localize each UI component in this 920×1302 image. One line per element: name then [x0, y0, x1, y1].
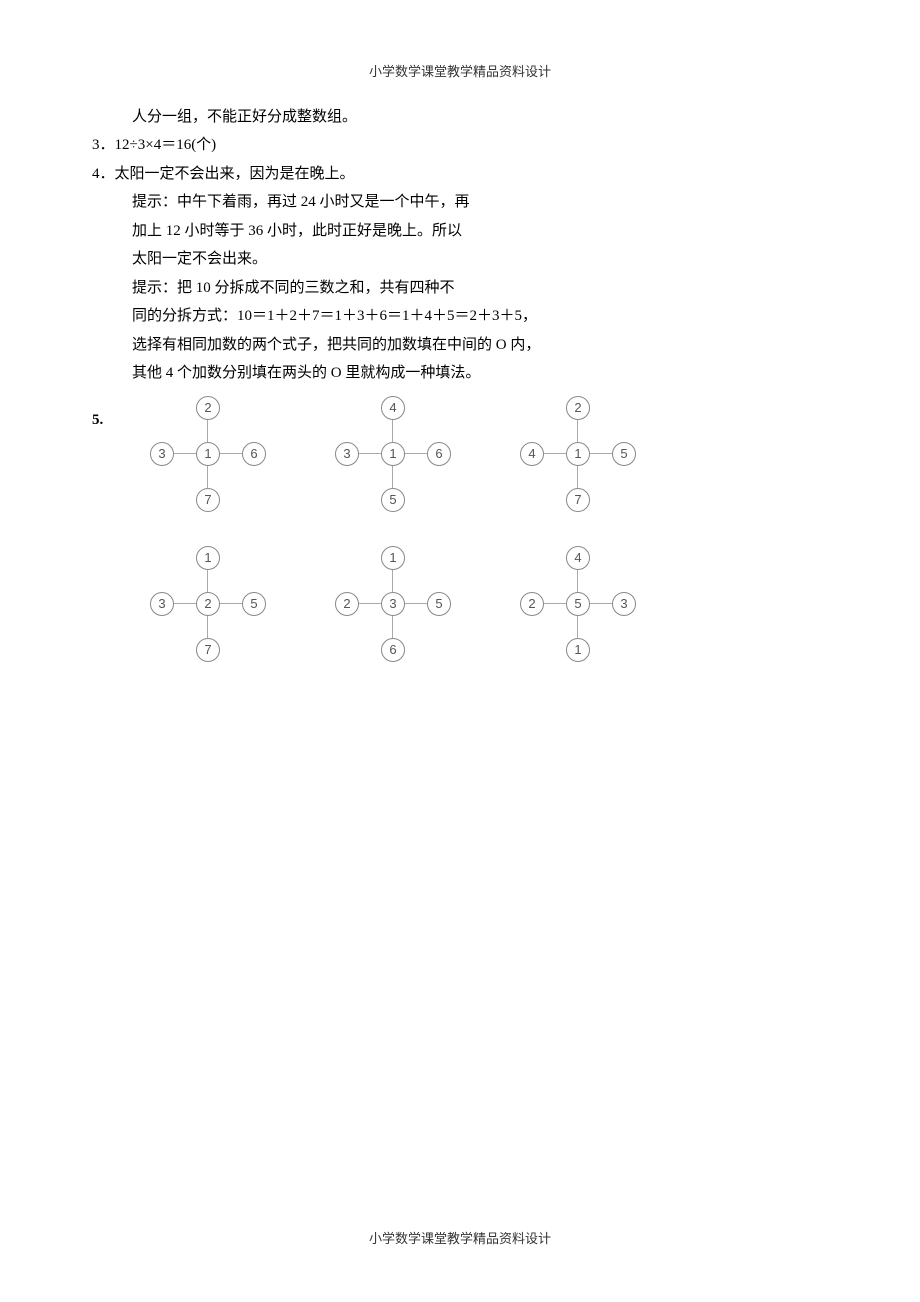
diagram-node-left: 3	[150, 442, 174, 466]
diagram-node-top: 4	[381, 396, 405, 420]
diagram-edge	[357, 453, 381, 454]
diagram-node-bottom: 6	[381, 638, 405, 662]
diagram-node-right: 6	[427, 442, 451, 466]
item-4-line1: 4．太阳一定不会出来，因为是在晚上。	[80, 160, 850, 189]
diagram-node-right: 5	[427, 592, 451, 616]
diagram-edge	[172, 603, 196, 604]
item-4-hint6: 选择有相同加数的两个式子，把共同的加数填在中间的 O 内，	[80, 331, 850, 360]
diagrams-container: 231674316524157132571235642531	[142, 388, 642, 688]
page-footer: 小学数学课堂教学精品资料设计	[0, 1227, 920, 1252]
diagram-node-center: 2	[196, 592, 220, 616]
item-4-hint2: 加上 12 小时等于 36 小时，此时正好是晚上。所以	[80, 217, 850, 246]
diagram-edge	[403, 603, 427, 604]
item-4-hint5: 同的分拆方式：10＝1＋2＋7＝1＋3＋6＝1＋4＋5＝2＋3＋5，	[80, 302, 850, 331]
item-4-hint4: 提示：把 10 分拆成不同的三数之和，共有四种不	[80, 274, 850, 303]
diagram-node-center: 1	[566, 442, 590, 466]
item-4-hint3: 太阳一定不会出来。	[80, 245, 850, 274]
diagram-node-bottom: 7	[196, 488, 220, 512]
diagram-edge	[403, 453, 427, 454]
diagram-edge	[392, 464, 393, 488]
cross-diagram: 43165	[327, 388, 457, 518]
item-3: 3．12÷3×4＝16(个)	[80, 131, 850, 160]
diagram-node-top: 2	[196, 396, 220, 420]
diagram-node-right: 3	[612, 592, 636, 616]
diagram-edge	[207, 464, 208, 488]
diagram-edge	[357, 603, 381, 604]
diagram-edge	[218, 603, 242, 604]
item-4-hint7: 其他 4 个加数分别填在两头的 O 里就构成一种填法。	[80, 359, 850, 388]
diagram-node-bottom: 1	[566, 638, 590, 662]
diagram-node-left: 3	[335, 442, 359, 466]
diagram-edge	[207, 614, 208, 638]
diagram-edge	[577, 568, 578, 592]
diagram-node-center: 1	[381, 442, 405, 466]
diagram-edge	[172, 453, 196, 454]
diagram-node-top: 1	[381, 546, 405, 570]
cross-diagram: 42531	[512, 538, 642, 668]
item-4-hint1: 提示：中午下着雨，再过 24 小时又是一个中午，再	[80, 188, 850, 217]
diagram-node-right: 5	[242, 592, 266, 616]
diagram-node-center: 3	[381, 592, 405, 616]
diagram-row: 132571235642531	[142, 538, 642, 668]
diagram-node-right: 6	[242, 442, 266, 466]
diagram-node-bottom: 7	[196, 638, 220, 662]
diagram-edge	[577, 614, 578, 638]
diagram-node-top: 4	[566, 546, 590, 570]
diagram-edge	[542, 453, 566, 454]
diagram-edge	[392, 614, 393, 638]
diagram-edge	[207, 418, 208, 442]
q5-label: 5.	[80, 388, 103, 435]
document-body: 人分一组，不能正好分成整数组。 3．12÷3×4＝16(个) 4．太阳一定不会出…	[70, 103, 850, 688]
diagram-node-center: 1	[196, 442, 220, 466]
diagram-node-bottom: 5	[381, 488, 405, 512]
diagram-node-top: 2	[566, 396, 590, 420]
diagram-edge	[218, 453, 242, 454]
diagram-edge	[577, 464, 578, 488]
cross-diagram: 23167	[142, 388, 272, 518]
diagram-node-center: 5	[566, 592, 590, 616]
diagram-node-left: 2	[335, 592, 359, 616]
line-continuation: 人分一组，不能正好分成整数组。	[80, 103, 850, 132]
diagram-node-bottom: 7	[566, 488, 590, 512]
diagram-node-left: 3	[150, 592, 174, 616]
diagram-edge	[392, 418, 393, 442]
diagram-node-right: 5	[612, 442, 636, 466]
diagram-edge	[588, 603, 612, 604]
diagram-node-left: 2	[520, 592, 544, 616]
diagram-edge	[392, 568, 393, 592]
cross-diagram: 24157	[512, 388, 642, 518]
diagram-edge	[207, 568, 208, 592]
diagram-node-left: 4	[520, 442, 544, 466]
diagram-edge	[577, 418, 578, 442]
diagram-edge	[588, 453, 612, 454]
cross-diagram: 13257	[142, 538, 272, 668]
diagram-node-top: 1	[196, 546, 220, 570]
diagram-edge	[542, 603, 566, 604]
page-header: 小学数学课堂教学精品资料设计	[70, 60, 850, 85]
diagram-row: 231674316524157	[142, 388, 642, 518]
question-5: 5. 231674316524157132571235642531	[80, 388, 850, 688]
cross-diagram: 12356	[327, 538, 457, 668]
